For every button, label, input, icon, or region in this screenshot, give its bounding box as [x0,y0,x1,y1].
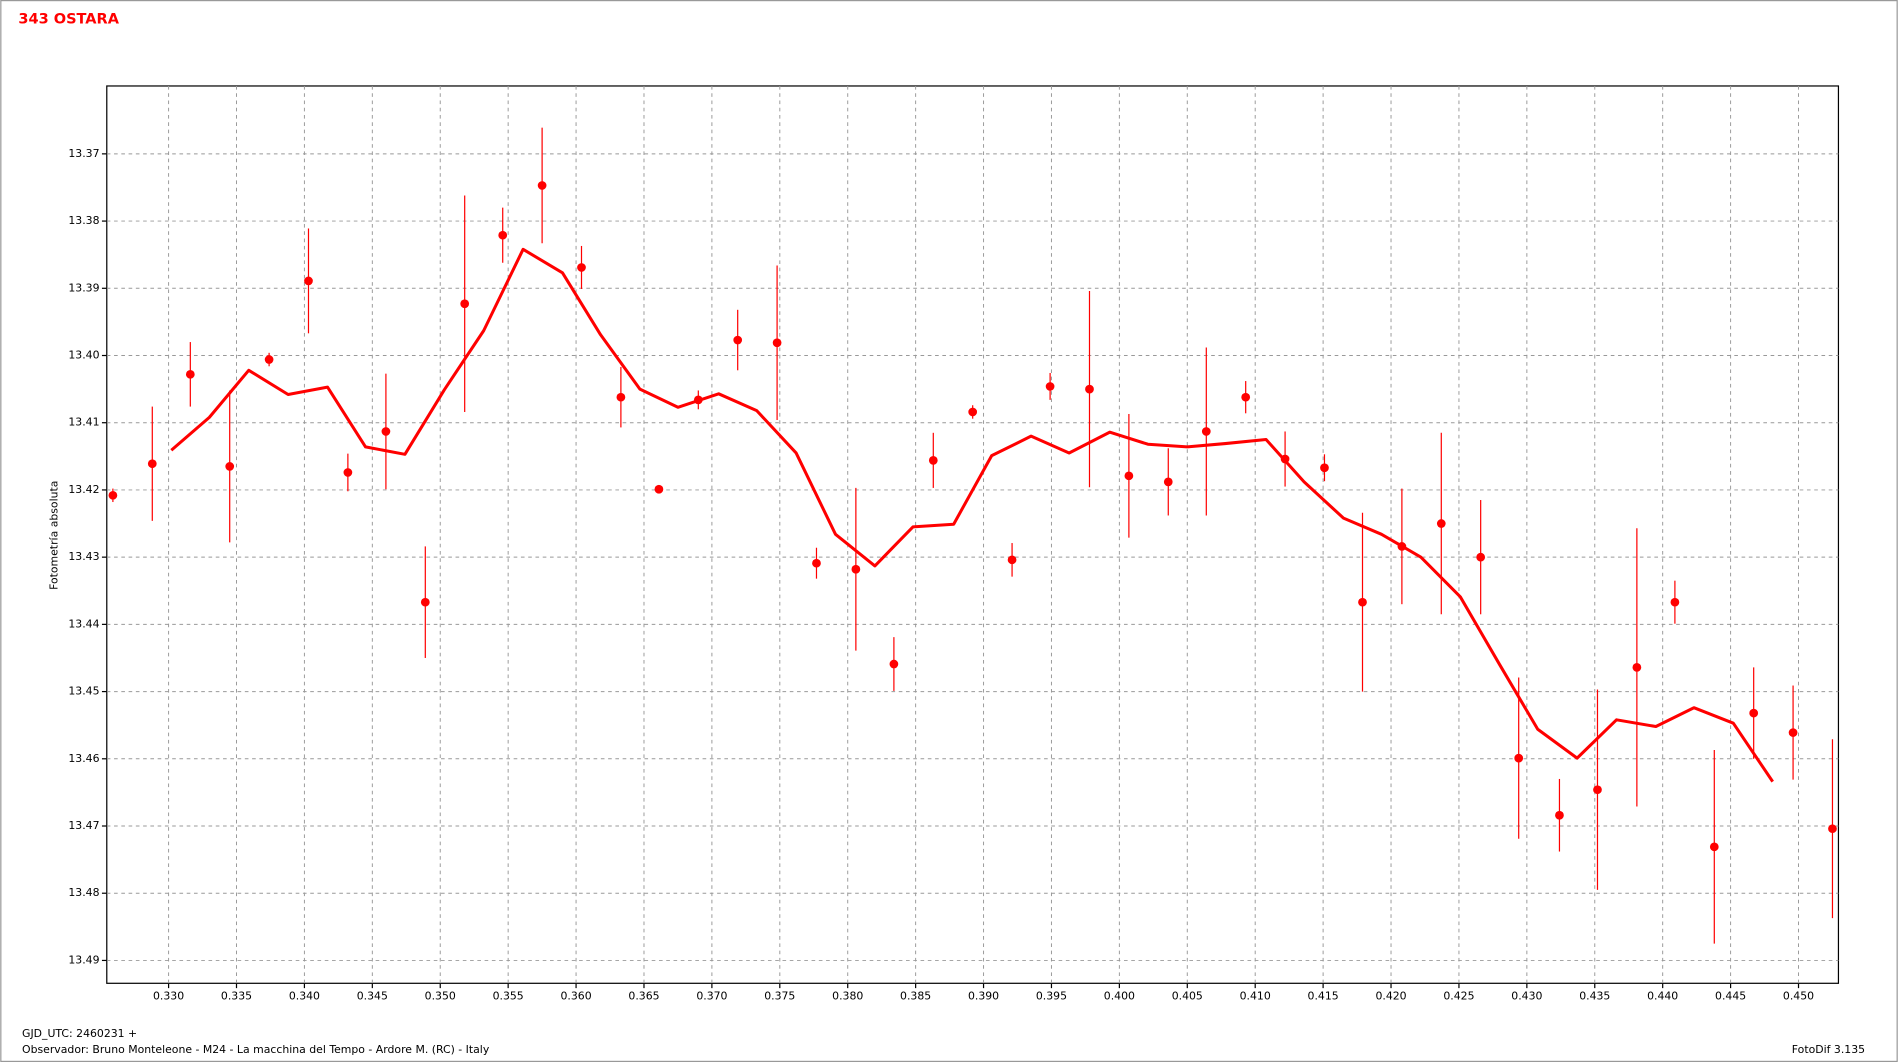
data-point [577,263,586,272]
y-tick-label: 13.49 [68,953,99,966]
y-tick-label: 13.37 [68,147,99,160]
plot-area [106,85,1840,984]
data-point [772,338,782,348]
footer-right: FotoDif 3.135 [1792,1043,1865,1056]
data-point [1788,728,1798,737]
data-point [460,299,470,309]
data-point [537,181,547,190]
x-axis-label: GJD_UTC: 2460231 + [22,1027,137,1040]
data-point [108,490,118,500]
data-point [968,407,978,417]
data-point [420,597,430,607]
data-point [381,427,391,436]
data-point [225,462,235,471]
x-tick-label: 0.360 [560,990,591,1003]
data-point [1358,597,1367,607]
data-point [812,558,821,568]
data-point [1085,384,1094,394]
x-tick-label: 0.395 [1036,990,1067,1003]
data-point [498,230,508,240]
trend-line [170,247,1774,783]
x-tick-label: 0.410 [1240,990,1271,1003]
y-tick-label: 13.47 [68,819,99,832]
x-tick-label: 0.420 [1375,990,1406,1003]
x-tick-label: 0.425 [1443,990,1474,1003]
x-tick-label: 0.330 [153,990,184,1003]
data-point [185,369,195,379]
data-point [1670,597,1680,607]
data-point [851,564,861,574]
x-tick-label: 0.385 [900,990,931,1003]
data-point [1828,824,1837,834]
y-tick-label: 13.40 [68,349,99,362]
data-point [1709,842,1719,852]
data-point [1514,753,1524,763]
x-tick-label: 0.430 [1511,990,1542,1003]
y-tick-label: 13.46 [68,752,99,765]
x-tick-label: 0.450 [1783,990,1814,1003]
data-point [1201,427,1211,436]
data-point [1163,477,1173,487]
x-tick-label: 0.400 [1104,990,1135,1003]
x-tick-label: 0.355 [493,990,524,1003]
x-tick-label: 0.350 [425,990,456,1003]
data-point [889,659,899,669]
footer-left: Observador: Bruno Monteleone - M24 - La … [22,1043,490,1056]
data-point [147,459,157,469]
data-point [1632,663,1642,672]
x-tick-label: 0.345 [357,990,388,1003]
x-tick-label: 0.415 [1308,990,1339,1003]
x-tick-label: 0.365 [628,990,659,1003]
y-tick-label: 13.39 [68,281,99,294]
x-tick-label: 0.370 [696,990,727,1003]
x-tick-label: 0.340 [289,990,320,1003]
x-tick-label: 0.435 [1579,990,1610,1003]
data-point [1436,519,1446,528]
x-tick-label: 0.375 [764,990,795,1003]
x-tick-label: 0.380 [832,990,863,1003]
y-tick-label: 13.48 [68,886,99,899]
data-point [1320,463,1329,473]
x-tick-label: 0.440 [1647,990,1678,1003]
y-tick-label: 13.42 [68,483,99,496]
x-tick-label: 0.405 [1172,990,1203,1003]
data-point [928,456,938,465]
y-tick-label: 13.41 [68,416,99,429]
data-point [304,276,313,286]
data-point [1124,471,1134,481]
data-point [616,392,626,402]
data-point [1476,552,1486,562]
y-tick-label: 13.43 [68,550,99,563]
data-point [1045,382,1055,391]
data-point [1555,810,1564,820]
data-point [733,335,743,345]
y-tick-label: 13.38 [68,214,99,227]
x-tick-label: 0.335 [221,990,252,1003]
data-point [1241,392,1251,402]
y-tick-label: 13.45 [68,685,99,698]
data-point [654,484,664,494]
y-axis-label: Fotometría absoluta [48,481,61,590]
x-tick-label: 0.445 [1715,990,1746,1003]
chart-title: 343 OSTARA [18,11,119,27]
data-point [1593,785,1602,795]
data-point [343,468,353,477]
y-tick-label: 13.44 [68,617,99,630]
data-point [1749,708,1759,718]
data-point [264,355,274,364]
x-tick-label: 0.390 [968,990,999,1003]
data-point [1007,555,1017,565]
